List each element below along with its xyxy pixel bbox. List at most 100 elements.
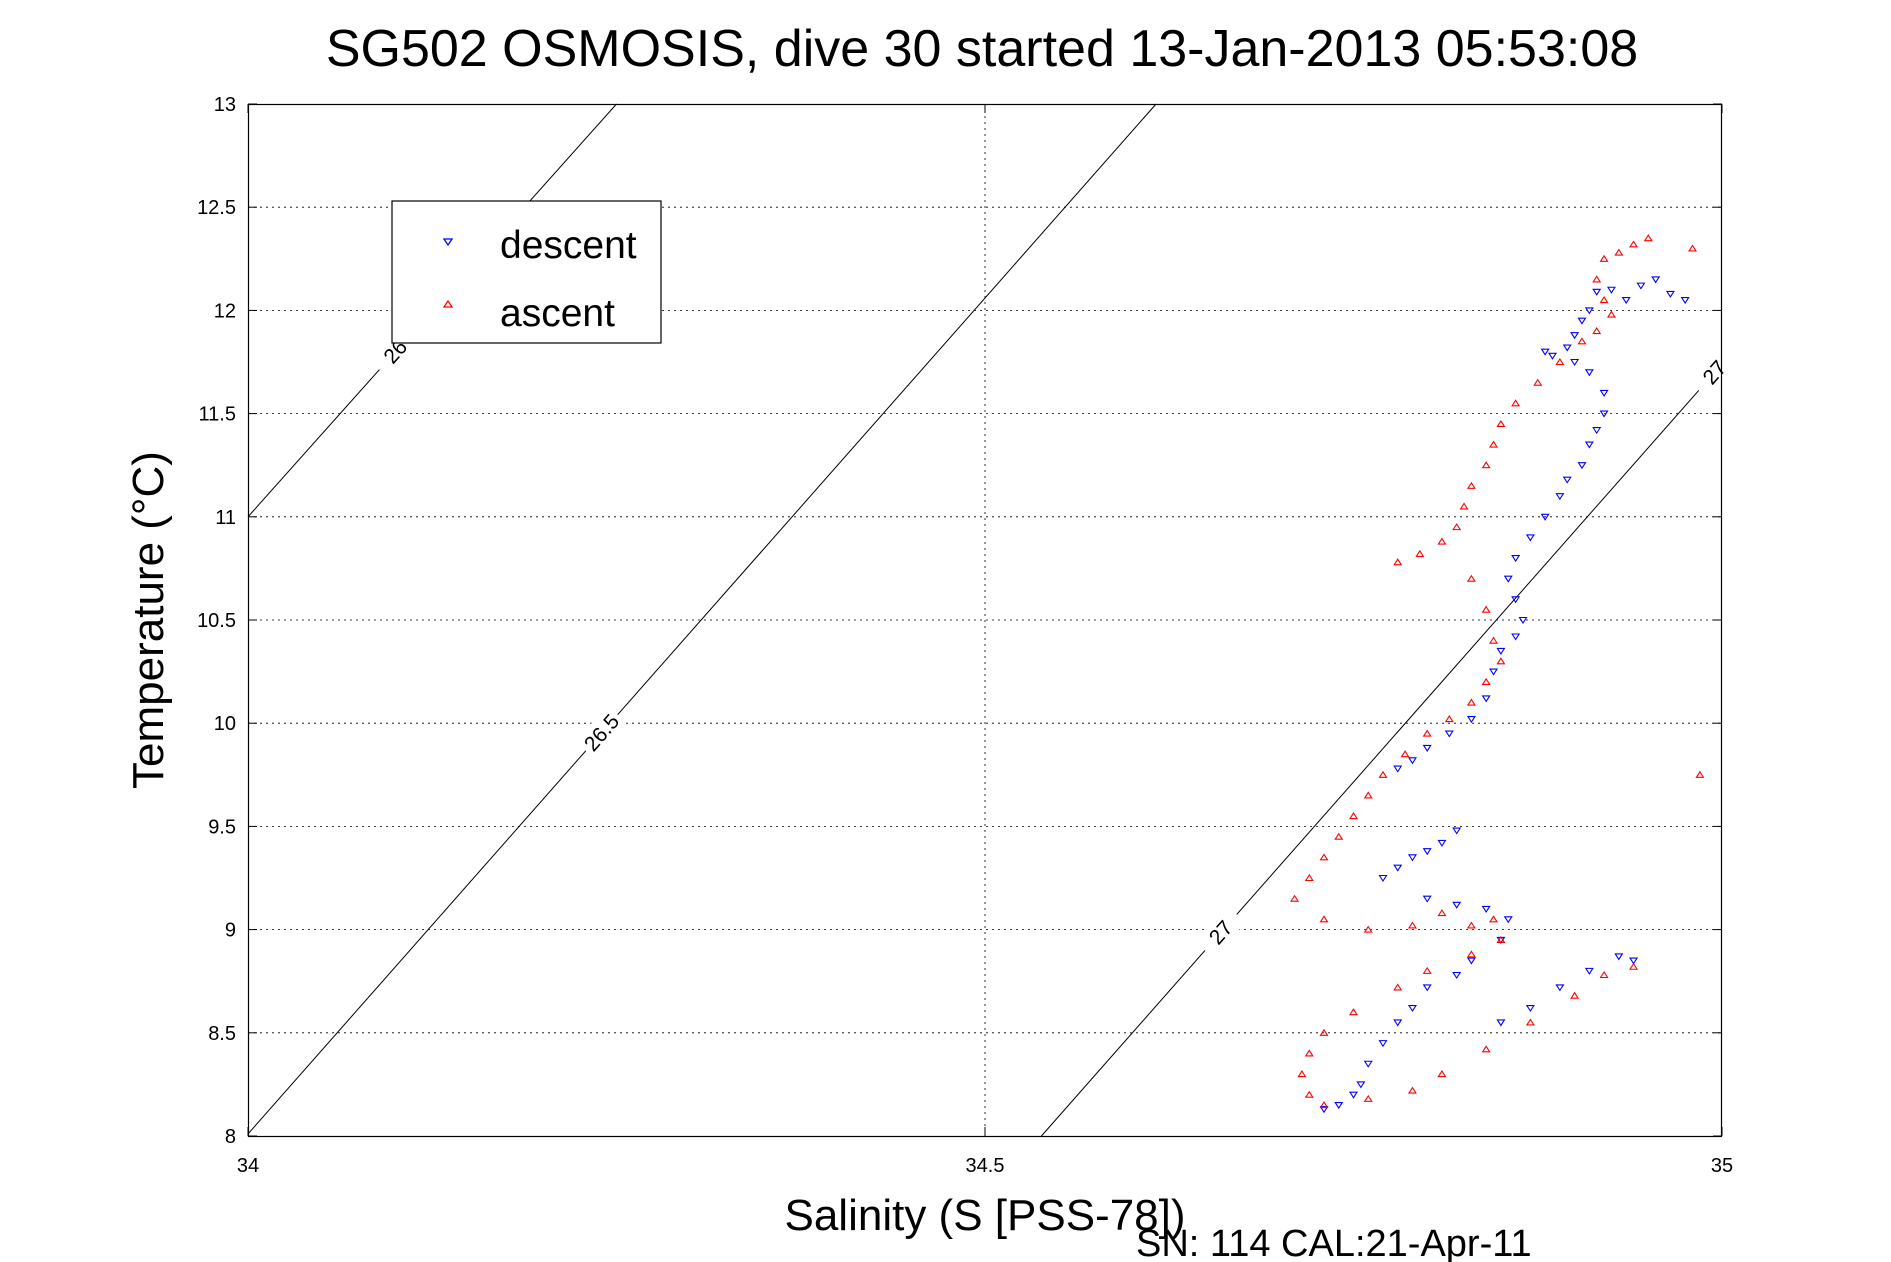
ascent-point [1304,873,1314,882]
ascent-point [1400,750,1410,758]
ascent-point [1363,925,1373,933]
x-tick-label: 35 [1711,1155,1733,1177]
ascent-point [1489,915,1499,923]
y-tick-label: 10.5 [197,610,236,632]
ascent-point [1599,296,1609,304]
descent-point [1599,410,1609,418]
y-tick-label: 11.5 [199,404,236,426]
descent-point [1629,957,1639,965]
ascent-point [1614,248,1624,256]
ascent-point [1481,677,1491,685]
y-tick-label: 9 [225,920,236,942]
legend-ascent-label: ascent [500,292,615,335]
ascent-point [1577,337,1587,345]
descent-point [1496,1019,1506,1027]
legend: descent ascent [391,200,662,344]
ascent-point [1422,966,1432,974]
ascent-point [1444,715,1454,723]
ascent-point [1422,729,1432,737]
descent-point [1503,575,1513,583]
ascent-point [1599,254,1609,262]
ascent-point [1592,327,1602,335]
legend-descent-label: descent [500,224,637,267]
y-tick-label: 9.5 [208,816,236,838]
descent-point [1356,1081,1366,1089]
axis-ticks: 34 34.5 35 8 8.5 9 9.5 10 10.5 11 11.5 12 12.5 13 [197,94,1733,1177]
ascent-point [1466,950,1476,958]
descent-point [1665,290,1675,298]
descent-point [1393,864,1403,872]
data-points [1290,234,1705,1114]
descent-point [1393,1019,1403,1027]
ascent-point [1437,909,1447,917]
ascent-point [1304,1090,1314,1098]
ascent-point [1407,1086,1417,1094]
descent-point [1378,1040,1388,1048]
x-tick-label: 34 [237,1155,259,1177]
descent-point [1503,916,1513,924]
descent-point [1562,476,1572,484]
descent-point [1614,953,1624,961]
descent-point [1584,967,1594,975]
ascent-point [1481,605,1491,613]
descent-point [1348,1091,1359,1099]
descent-point [1496,647,1506,655]
calibration-footer: SN: 114 CAL:21-Apr-11 [1136,1223,1532,1262]
ascent-point [1378,770,1388,778]
ascent-point [1304,1049,1314,1057]
descent-point [1592,288,1602,296]
descent-point [1452,901,1462,909]
ascent-point [1629,962,1639,970]
contour-label-bg [1688,345,1740,399]
descent-point [1584,441,1594,449]
descent-point [1555,984,1565,992]
chart-title: SG502 OSMOSIS, dive 30 started 13-Jan-20… [326,20,1638,78]
descent-point [1452,827,1462,835]
ascent-point [1466,698,1476,706]
descent-point [1518,616,1528,625]
descent-point [1577,462,1587,470]
ascent-point [1489,636,1499,644]
ascent-point [1496,935,1506,943]
y-tick-label: 10 [214,713,236,735]
descent-point [1680,297,1690,305]
ascent-point [1525,1018,1535,1026]
descent-point [1636,282,1646,290]
ascent-point [1606,310,1616,318]
ascent-point [1415,549,1425,558]
descent-point [1452,971,1462,980]
descent-point [1481,695,1491,703]
descent-point [1334,1101,1344,1110]
grid-lines [248,104,1722,1136]
descent-point [1525,1004,1535,1013]
ascent-point [1407,921,1417,929]
density-contour-26.5 [247,103,1157,1135]
legend-ascent-marker [442,299,454,308]
ascent-point [1695,770,1705,778]
y-tick-label: 13 [214,94,236,116]
y-tick-label: 12.5 [197,197,236,219]
ascent-point [1466,574,1476,582]
legend-descent-marker [442,238,454,247]
ascent-point [1481,461,1491,469]
descent-point [1555,493,1565,501]
x-tick-label: 34.5 [966,1155,1005,1177]
descent-point [1592,427,1602,435]
y-tick-label: 11 [215,507,236,529]
descent-point [1481,905,1491,913]
ascent-point [1511,399,1521,407]
descent-point [1540,513,1550,521]
ascent-point [1319,853,1329,861]
ascent-point [1297,1070,1307,1078]
ascent-point [1489,440,1499,448]
ascent-point [1452,523,1462,531]
ascent-point [1393,983,1403,991]
descent-point [1562,344,1572,352]
ascent-point [1319,1101,1329,1109]
descent-point [1570,332,1580,340]
ascent-point [1466,481,1476,489]
descent-point [1599,389,1609,397]
ascent-point [1437,537,1447,545]
descent-point [1422,848,1432,856]
ascent-point [1688,244,1698,252]
